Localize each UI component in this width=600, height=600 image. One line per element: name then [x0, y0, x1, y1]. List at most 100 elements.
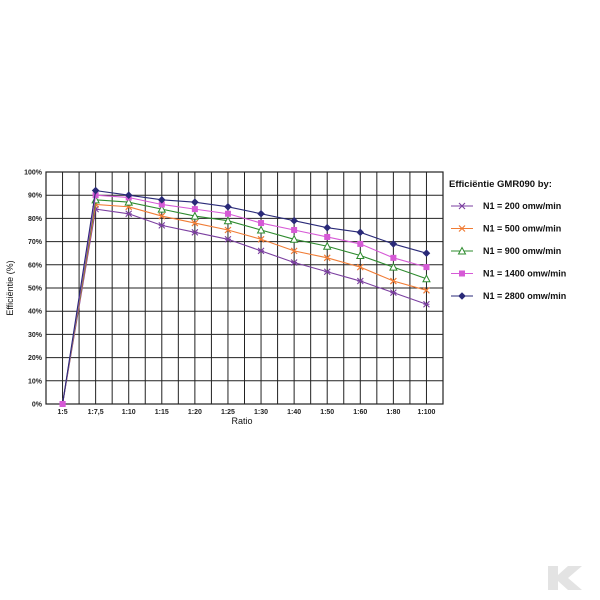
legend-label: N1 = 500 omw/min	[483, 224, 561, 234]
data-point	[124, 197, 134, 206]
y-tick-label: 70%	[28, 239, 43, 246]
data-point	[224, 235, 232, 243]
data-point	[423, 264, 430, 271]
data-point	[324, 233, 331, 240]
x-tick-label: 1:25	[221, 409, 235, 416]
data-point	[389, 277, 397, 285]
data-point	[59, 401, 66, 407]
data-point	[92, 192, 99, 199]
data-point	[158, 212, 166, 220]
data-point	[289, 234, 299, 243]
data-point	[223, 216, 233, 225]
x-axis-ticks: 1:5 1:7,5 1:10 1:15 1:20 1:25 1:30 1:40 1:50 1:60…	[57, 409, 435, 416]
x-axis-label: Ratio	[231, 416, 252, 426]
legend-label: N1 = 1400 omw/min	[483, 269, 566, 279]
x-tick-label: 1:50	[320, 409, 334, 416]
series-line	[61, 199, 427, 405]
data-point	[191, 228, 199, 236]
data-point	[458, 292, 466, 300]
data-point	[423, 300, 430, 308]
data-point	[322, 241, 332, 250]
y-tick-label: 20%	[28, 355, 43, 362]
data-point	[224, 226, 232, 234]
data-point	[423, 286, 430, 294]
data-point	[290, 247, 298, 255]
y-tick-label: 30%	[28, 332, 43, 339]
y-axis-ticks: 0% 10% 20% 30% 40% 50% 60% 70% 80% 90% 100%	[24, 170, 43, 409]
data-point	[257, 235, 265, 243]
x-tick-label: 1:15	[155, 409, 169, 416]
x-tick-label: 1:7,5	[88, 409, 104, 416]
x-tick-label: 1:5	[57, 409, 67, 416]
data-point	[224, 210, 231, 217]
data-point	[191, 219, 199, 227]
data-point	[191, 198, 199, 206]
y-axis-label: Efficiëntie (%)	[5, 260, 15, 315]
data-point	[389, 262, 398, 271]
data-point	[390, 254, 397, 261]
data-point	[459, 270, 465, 277]
x-tick-label: 1:100	[418, 409, 436, 416]
data-point	[290, 216, 298, 225]
x-tick-label: 1:20	[188, 409, 202, 416]
y-tick-label: 80%	[28, 216, 43, 223]
data-point	[158, 221, 166, 229]
series-line	[61, 194, 427, 405]
data-point	[458, 225, 466, 232]
data-point	[125, 210, 133, 218]
x-tick-label: 1:60	[353, 409, 367, 416]
legend-item: N1 = 200 omw/min	[451, 201, 561, 211]
data-point	[258, 220, 265, 227]
legend-item: N1 = 900 omw/min	[451, 246, 561, 256]
series-line	[61, 203, 427, 405]
data-point	[356, 277, 364, 285]
data-point	[323, 268, 331, 276]
k-logo-icon	[548, 566, 582, 590]
y-tick-label: 90%	[28, 193, 43, 200]
data-point	[291, 227, 298, 233]
data-point	[356, 263, 364, 271]
legend-label: N1 = 200 omw/min	[483, 201, 561, 211]
y-tick-label: 40%	[28, 309, 43, 316]
data-point	[389, 240, 398, 248]
data-point	[158, 201, 165, 208]
x-tick-label: 1:30	[254, 409, 268, 416]
y-tick-label: 60%	[28, 262, 43, 269]
data-point	[191, 206, 198, 213]
y-tick-label: 0%	[32, 402, 43, 409]
legend-title: Efficiëntie GMR090 by:	[449, 179, 552, 190]
legend-item: N1 = 500 omw/min	[451, 224, 561, 234]
y-tick-label: 100%	[24, 170, 43, 177]
data-point	[124, 191, 133, 199]
data-point	[356, 228, 365, 237]
chart-grid	[45, 171, 444, 405]
series-line	[61, 208, 427, 405]
data-point	[422, 274, 431, 283]
x-tick-label: 1:40	[287, 409, 301, 416]
legend-label: N1 = 2800 omw/min	[483, 291, 566, 301]
x-tick-label: 1:80	[386, 409, 400, 416]
data-point	[257, 209, 265, 218]
chart-series	[59, 186, 431, 407]
series-line	[61, 189, 427, 405]
x-tick-label: 1:10	[122, 409, 136, 416]
legend-item: N1 = 1400 omw/min	[451, 269, 566, 279]
legend-item: N1 = 2800 omw/min	[451, 291, 566, 301]
data-point	[389, 289, 397, 297]
data-point	[422, 249, 431, 257]
data-point	[190, 211, 200, 220]
data-point	[323, 254, 331, 262]
data-point	[91, 186, 100, 195]
data-point	[290, 259, 298, 266]
data-point	[256, 225, 266, 234]
y-tick-label: 50%	[28, 286, 43, 293]
data-point	[157, 204, 167, 213]
data-point	[323, 223, 332, 232]
data-point	[224, 203, 232, 211]
data-point	[257, 247, 265, 255]
plot-border	[45, 171, 444, 405]
data-point	[458, 202, 466, 210]
legend-label: N1 = 900 omw/min	[483, 246, 561, 256]
y-tick-label: 10%	[28, 378, 43, 385]
